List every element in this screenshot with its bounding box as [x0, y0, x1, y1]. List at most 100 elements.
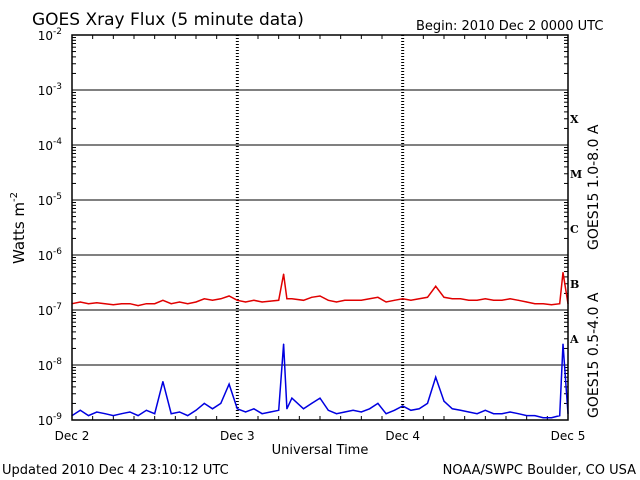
- data-point: [360, 299, 362, 301]
- data-point: [170, 413, 172, 415]
- data-point: [236, 299, 238, 301]
- data-point: [286, 298, 288, 300]
- data-point: [211, 299, 214, 301]
- data-point: [228, 295, 230, 297]
- data-point: [426, 402, 429, 404]
- data-point: [344, 411, 346, 413]
- data-point: [369, 408, 371, 410]
- data-point: [286, 408, 288, 410]
- data-point: [335, 413, 338, 415]
- data-point: [112, 304, 114, 306]
- data-point: [121, 413, 123, 415]
- data-point: [245, 301, 247, 303]
- data-point: [377, 402, 379, 404]
- data-point: [451, 408, 453, 410]
- flare-class-label: X: [570, 113, 579, 126]
- y-tick-label: 10-5: [38, 192, 62, 208]
- data-point: [484, 409, 486, 411]
- data-point: [236, 408, 238, 410]
- data-point: [550, 304, 553, 306]
- data-point: [311, 296, 313, 298]
- data-point: [493, 299, 495, 301]
- data-point: [269, 300, 271, 302]
- data-point: [484, 298, 486, 300]
- data-point: [79, 409, 81, 411]
- legend-series-1: GOES15 1.0-8.0 A: [586, 124, 602, 250]
- data-point: [426, 296, 429, 298]
- data-point: [145, 303, 147, 305]
- credit-label: NOAA/SWPC Boulder, CO USA: [443, 463, 636, 478]
- data-point: [129, 303, 131, 305]
- data-point: [129, 411, 131, 413]
- x-tick-label: Dec 2: [55, 429, 90, 443]
- data-point: [542, 417, 544, 419]
- flare-class-label: C: [570, 223, 579, 236]
- data-point: [154, 303, 156, 305]
- data-point: [261, 413, 263, 415]
- data-point: [104, 303, 106, 305]
- data-point: [137, 415, 139, 417]
- data-point: [459, 409, 462, 411]
- data-point: [253, 299, 255, 301]
- data-point: [302, 408, 305, 410]
- data-point: [435, 376, 437, 378]
- data-point: [319, 397, 321, 399]
- data-point: [195, 409, 197, 411]
- x-axis-label: Universal Time: [272, 443, 369, 458]
- x-tick-labels: Dec 2 Dec 3 Dec 4 Dec 5: [55, 429, 586, 443]
- x-tick-label: Dec 5: [551, 429, 586, 443]
- data-point: [534, 303, 536, 305]
- y-axis-label: Watts m-2: [9, 192, 28, 264]
- data-point: [410, 409, 412, 411]
- data-point: [228, 383, 230, 385]
- y-tick-label: 10-4: [38, 137, 63, 153]
- data-point: [278, 299, 280, 301]
- data-point: [96, 411, 98, 413]
- data-point: [526, 415, 528, 417]
- data-point: [302, 299, 305, 301]
- data-point: [79, 301, 81, 303]
- data-point: [459, 298, 462, 300]
- data-point: [402, 298, 404, 300]
- data-point: [377, 296, 379, 298]
- y-tick-label: 10-2: [38, 27, 62, 43]
- data-point: [178, 301, 181, 303]
- data-point: [393, 299, 395, 301]
- data-point: [385, 301, 387, 303]
- data-point: [291, 298, 293, 300]
- data-point: [418, 298, 420, 300]
- y-tick-label: 10-7: [38, 302, 62, 318]
- data-point: [96, 302, 98, 304]
- data-point: [261, 301, 263, 303]
- data-point: [319, 295, 321, 297]
- data-point: [211, 408, 214, 410]
- data-point: [509, 411, 511, 413]
- chart-title: GOES Xray Flux (5 minute data): [32, 10, 304, 30]
- data-point: [311, 402, 313, 404]
- day-dividers: [235, 35, 405, 420]
- data-point: [352, 299, 354, 301]
- data-point: [468, 299, 470, 301]
- updated-timestamp: Updated 2010 Dec 4 23:10:12 UTC: [2, 463, 229, 478]
- y-tick-label: 10-8: [38, 357, 63, 373]
- flare-class-label: A: [569, 333, 579, 346]
- data-point: [517, 299, 520, 301]
- data-point: [104, 413, 106, 415]
- y-tick-label: 10-6: [38, 247, 63, 263]
- data-point: [154, 413, 156, 415]
- data-point: [220, 402, 222, 404]
- data-point: [327, 299, 329, 301]
- data-point: [385, 413, 387, 415]
- data-point: [203, 402, 205, 404]
- data-point: [283, 343, 285, 345]
- x-tick-label: Dec 3: [220, 429, 255, 443]
- data-point: [269, 411, 271, 413]
- data-point: [291, 397, 293, 399]
- data-point: [360, 411, 362, 413]
- data-point: [335, 301, 338, 303]
- data-point: [526, 301, 528, 303]
- data-point: [344, 299, 346, 301]
- data-point: [534, 415, 536, 417]
- y-tick-label: 10-9: [38, 412, 63, 428]
